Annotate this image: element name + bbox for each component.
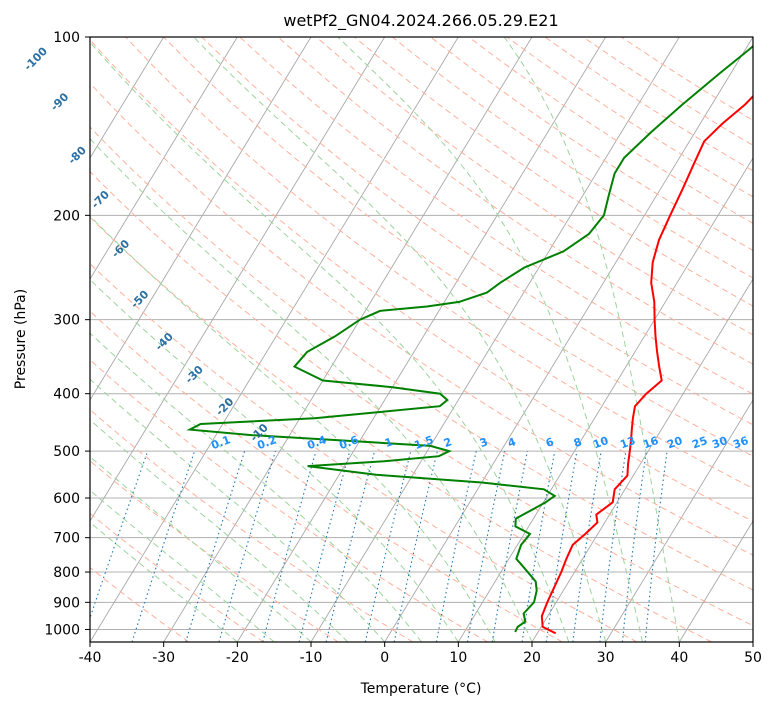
x-tick-label: 30 xyxy=(597,650,615,666)
y-tick-label: 800 xyxy=(53,565,80,581)
x-tick-label: 50 xyxy=(744,650,762,666)
y-tick-label: 1000 xyxy=(44,622,80,638)
y-tick-label: 100 xyxy=(53,30,80,46)
x-axis-label: Temperature (°C) xyxy=(360,681,482,697)
x-tick-label: -30 xyxy=(152,650,175,666)
x-tick-label: -20 xyxy=(226,650,249,666)
y-tick-label: 500 xyxy=(53,444,80,460)
x-tick-label: 40 xyxy=(670,650,688,666)
x-tick-label: 20 xyxy=(523,650,541,666)
y-tick-label: 600 xyxy=(53,491,80,507)
x-tick-label: 10 xyxy=(449,650,467,666)
x-tick-label: -40 xyxy=(79,650,102,666)
y-axis-label: Pressure (hPa) xyxy=(13,289,29,389)
y-tick-label: 200 xyxy=(53,208,80,224)
x-tick-label: 0 xyxy=(380,650,389,666)
x-tick-label: -10 xyxy=(300,650,323,666)
y-tick-label: 300 xyxy=(53,313,80,329)
chart-title: wetPf2_GN04.2024.266.05.29.E21 xyxy=(283,11,558,31)
y-tick-label: 700 xyxy=(53,531,80,547)
y-tick-label: 900 xyxy=(53,595,80,611)
y-tick-label: 400 xyxy=(53,387,80,403)
